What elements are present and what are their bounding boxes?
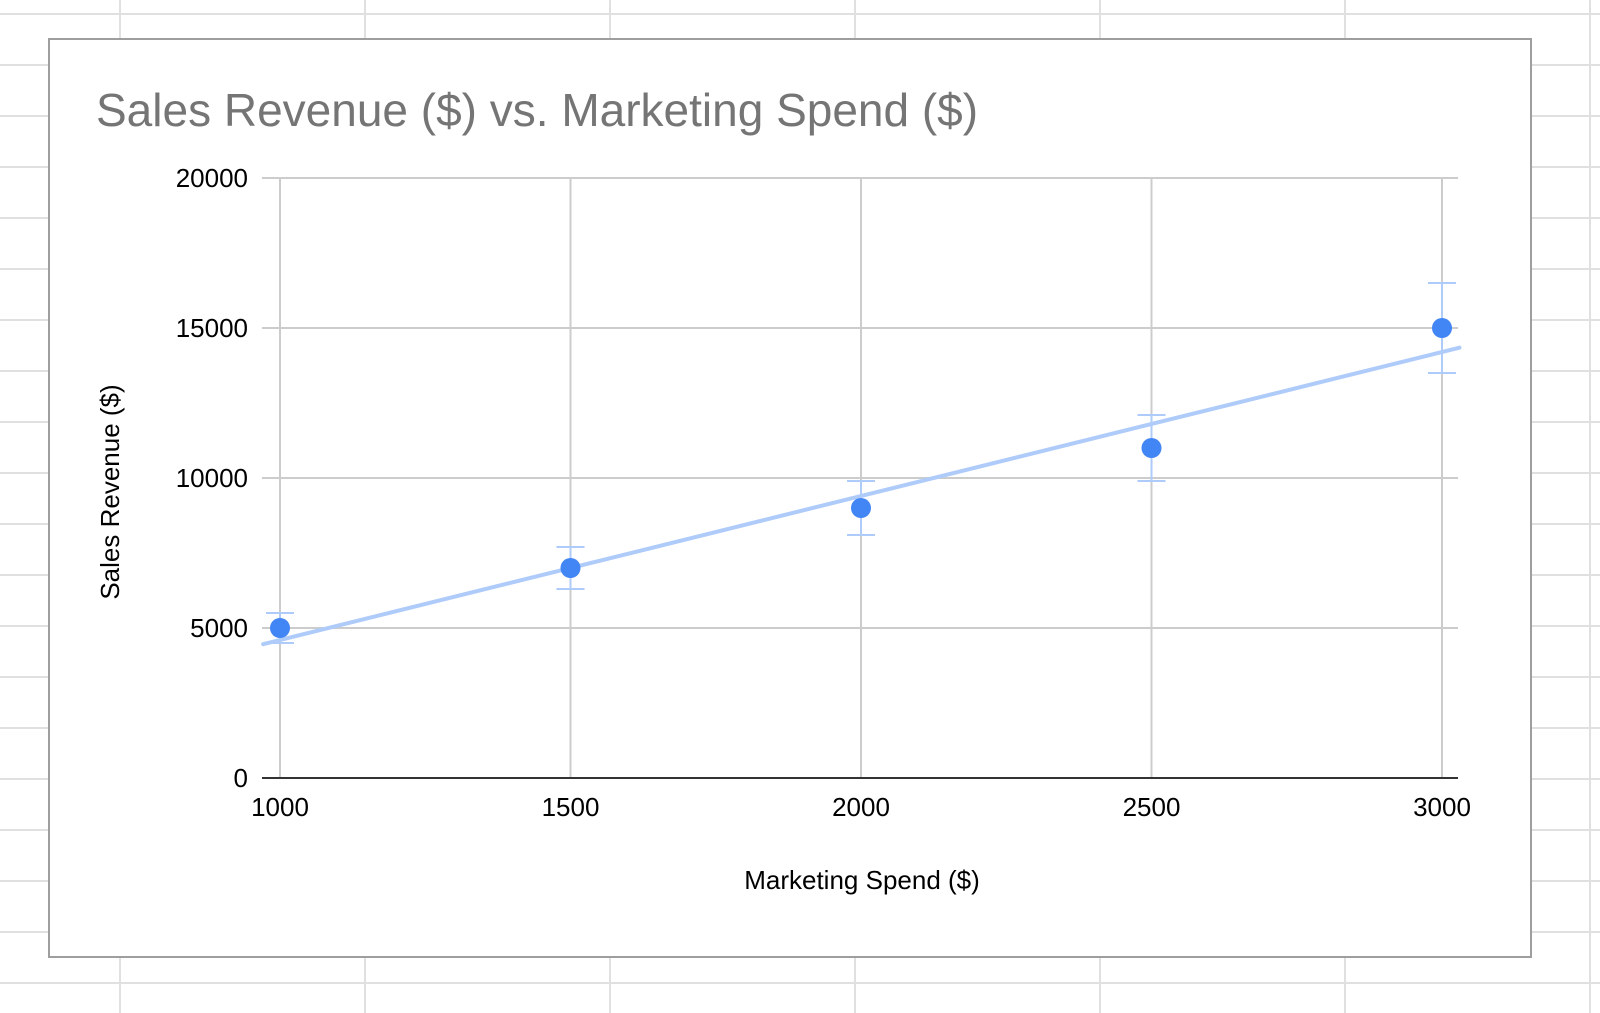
data-point [851, 498, 871, 518]
y-axis-title: Sales Revenue ($) [95, 384, 125, 599]
scatter-chart: Sales Revenue ($) vs. Marketing Spend ($… [95, 84, 1471, 895]
data-point [270, 618, 290, 638]
x-tick-label: 1500 [542, 792, 600, 822]
gridlines [262, 177, 1458, 778]
x-tick-label: 1000 [251, 792, 309, 822]
y-tick-label: 20000 [176, 163, 248, 193]
data-point [560, 558, 581, 578]
tick-labels: 0 5000 10000 15000 20000 1000 1500 2000 2500 3000 [176, 163, 1471, 822]
x-axis-title: Marketing Spend ($) [744, 865, 980, 895]
y-tick-label: 5000 [190, 613, 248, 643]
chart-card[interactable]: Sales Revenue ($) vs. Marketing Spend ($… [48, 38, 1532, 958]
x-tick-label: 2000 [832, 792, 890, 822]
data-points [270, 318, 1452, 638]
chart-title: Sales Revenue ($) vs. Marketing Spend ($… [96, 84, 978, 136]
y-tick-label: 10000 [176, 463, 248, 493]
x-tick-label: 2500 [1123, 792, 1181, 822]
data-point [1141, 438, 1162, 458]
y-tick-label: 0 [234, 763, 248, 793]
x-tick-label: 3000 [1413, 792, 1471, 822]
data-point [1432, 318, 1452, 338]
y-tick-label: 15000 [176, 313, 248, 343]
